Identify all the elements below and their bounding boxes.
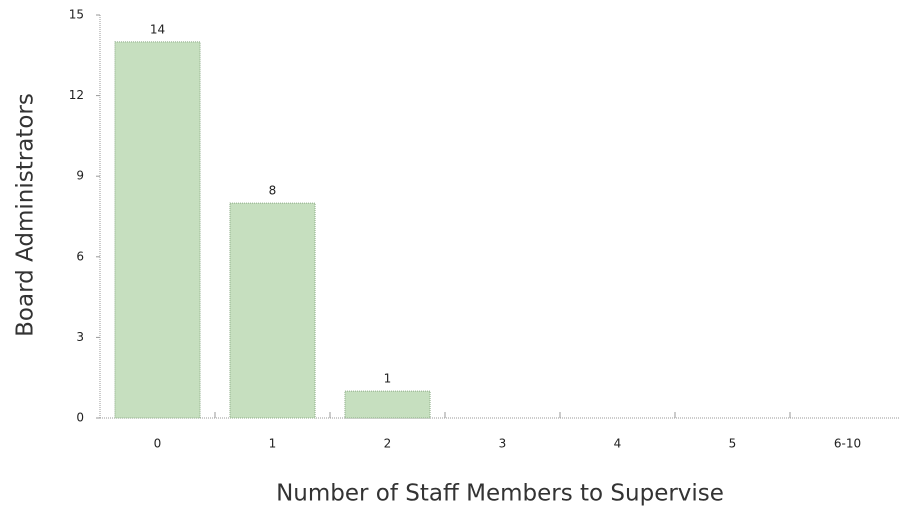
x-tick-label: 3 xyxy=(499,437,507,451)
data-label: 8 xyxy=(269,184,277,198)
bar xyxy=(114,41,201,419)
x-tick-label: 1 xyxy=(269,437,277,451)
y-tick-label: 3 xyxy=(76,330,84,344)
x-tick-label: 2 xyxy=(384,437,392,451)
data-label: 1 xyxy=(384,372,392,386)
y-axis-title: Board Administrators xyxy=(13,93,39,337)
bar xyxy=(229,202,316,419)
x-tick-label: 4 xyxy=(614,437,622,451)
y-tick-label: 0 xyxy=(76,411,84,425)
y-tick-label: 12 xyxy=(69,88,84,102)
x-axis-title: Number of Staff Members to Supervise xyxy=(276,481,724,507)
y-tick-label: 15 xyxy=(69,8,84,22)
x-tick-label: 0 xyxy=(154,437,162,451)
x-tick-label: 6-10 xyxy=(834,437,861,451)
y-tick-label: 9 xyxy=(76,169,84,183)
data-label: 14 xyxy=(150,22,165,36)
bar xyxy=(344,390,431,419)
y-tick-label: 6 xyxy=(76,249,84,263)
x-tick-label: 5 xyxy=(729,437,737,451)
